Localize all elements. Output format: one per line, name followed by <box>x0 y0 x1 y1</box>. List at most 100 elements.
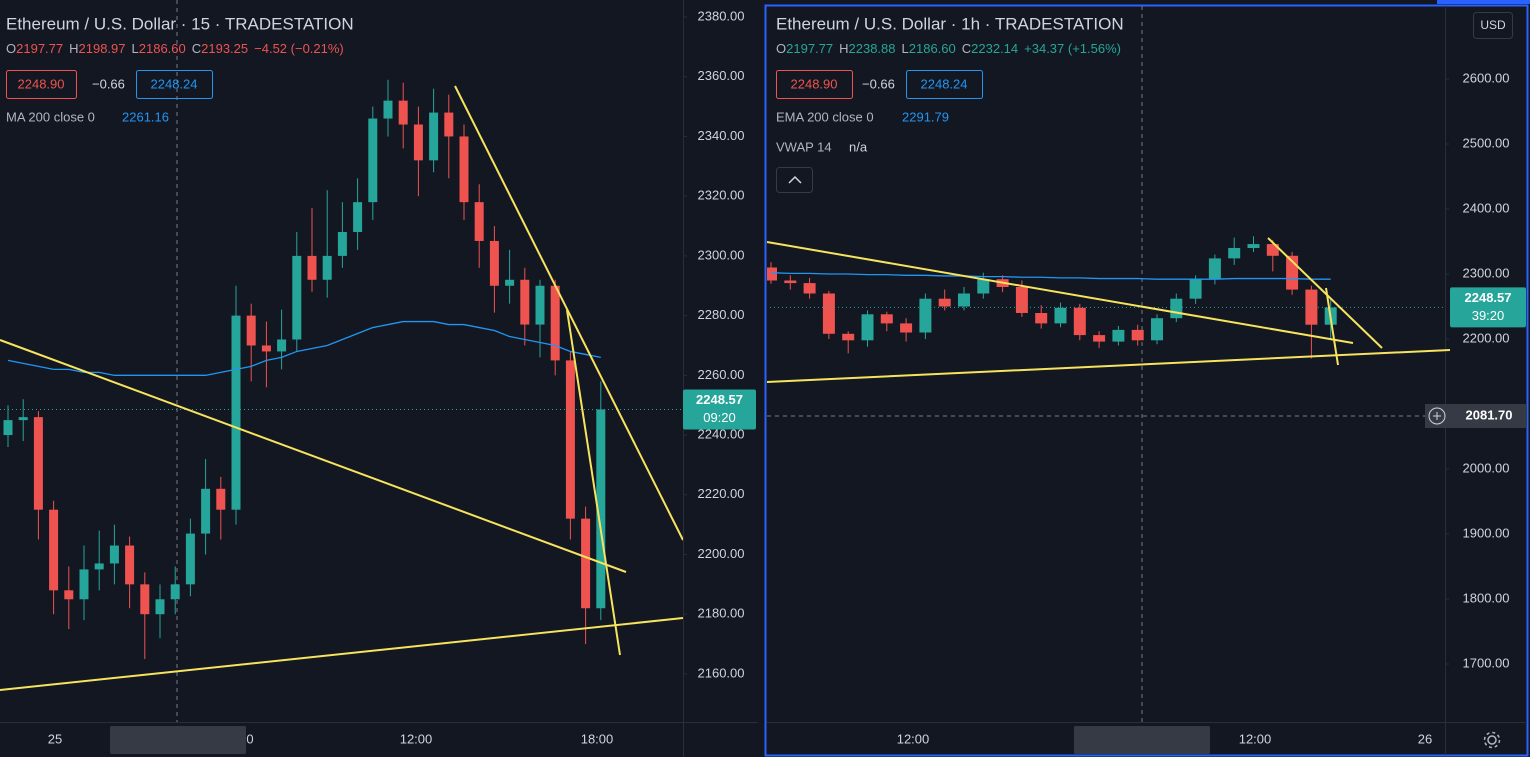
price-badge <box>776 70 853 99</box>
x-tick-label: 12:00 <box>400 731 433 746</box>
candle-body <box>767 267 777 281</box>
y-tick-label: 2360.00 <box>698 68 745 83</box>
ohlc-legend: O2197.77 H2198.97 L2186.60 C2193.25 −4.52 (−… <box>6 41 344 56</box>
candle-body <box>368 118 378 203</box>
ohlc-value: 2186.60 <box>909 41 956 56</box>
y-tick-label: 2240.00 <box>698 426 745 441</box>
y-tick-label: 2500.00 <box>1463 135 1510 150</box>
candle-body <box>550 285 560 361</box>
price-badge <box>6 70 77 99</box>
candle-body <box>292 255 302 340</box>
x-tick-label: 18:00 <box>581 731 614 746</box>
price-badge-label: 2248.90 <box>18 76 65 91</box>
candle-body <box>125 545 135 585</box>
candle-body <box>109 545 119 564</box>
price-badge-label: −0.66 <box>92 76 125 91</box>
last-price-label: 2248.57 <box>696 392 743 407</box>
x-tick-label: 12:00 <box>1239 731 1272 746</box>
candle-body <box>1247 244 1260 248</box>
candle-body <box>474 202 484 241</box>
ohlc-key: H <box>839 41 848 56</box>
candle-body <box>1151 318 1163 341</box>
candle-body <box>1266 244 1279 256</box>
currency-button[interactable] <box>1473 12 1513 39</box>
collapse-button[interactable] <box>776 167 813 193</box>
candle-body <box>1093 335 1106 342</box>
add-button[interactable] <box>1428 407 1446 425</box>
candle-body <box>3 420 13 436</box>
candle-body <box>277 339 287 352</box>
candle-body <box>900 323 913 333</box>
candle-body <box>505 279 515 286</box>
candle-body <box>1015 286 1028 313</box>
candle-body <box>170 584 180 600</box>
y-tick-label: 2280.00 <box>698 307 745 322</box>
change-value: +34.37 (+1.56%) <box>1024 41 1121 56</box>
indicator-name: EMA 200 close 0 <box>776 109 874 124</box>
candle-body <box>784 280 797 284</box>
candle-body <box>216 488 226 510</box>
price-badge <box>136 70 213 99</box>
candle-body <box>1035 312 1048 324</box>
y-tick-label: 1700.00 <box>1463 655 1510 670</box>
chart-title: Ethereum / U.S. Dollar · 1h · TRADESTATI… <box>776 14 1124 33</box>
indicator-name: MA 200 close 0 <box>6 109 95 124</box>
candle-body <box>1228 247 1241 259</box>
candle-body <box>489 240 499 286</box>
ohlc-value: 2198.97 <box>79 41 126 56</box>
ohlc-key: C <box>192 41 201 56</box>
candle-body <box>565 360 575 519</box>
trend-line <box>0 617 683 691</box>
x-tick-label: 26 <box>1418 731 1432 746</box>
candle-body <box>596 409 606 609</box>
price-badge <box>906 70 983 99</box>
candle-body <box>429 112 439 161</box>
candle-body <box>33 417 43 510</box>
candle-body <box>1305 289 1318 325</box>
trend-line <box>766 241 1354 344</box>
ohlc-value: 2193.25 <box>201 41 248 56</box>
candle-body <box>1073 307 1086 336</box>
candle-body <box>140 584 150 615</box>
y-tick-label: 2220.00 <box>698 486 745 501</box>
ohlc-value: 2197.77 <box>16 41 63 56</box>
price-badge-label: 2248.24 <box>921 76 968 91</box>
candle-body <box>337 232 347 256</box>
candle-body <box>1208 258 1221 280</box>
candle-body <box>803 283 816 294</box>
trend-line <box>454 85 683 541</box>
y-tick-label: 2320.00 <box>698 188 745 203</box>
plus-icon <box>1433 412 1441 420</box>
candle-body <box>398 100 408 125</box>
candle-body <box>1189 279 1202 299</box>
ohlc-value: 2197.77 <box>786 41 833 56</box>
y-tick-label: 2260.00 <box>698 367 745 382</box>
settings-icon[interactable] <box>1483 731 1501 749</box>
ohlc-value: 2238.88 <box>849 41 896 56</box>
candle-body <box>958 293 970 307</box>
candle-body <box>459 136 469 203</box>
trend-line <box>566 309 621 656</box>
x-tick-label: 25 <box>48 731 62 746</box>
candle-body <box>185 533 195 585</box>
price-badge-label: 2248.24 <box>151 76 198 91</box>
chevron-icon <box>788 175 802 184</box>
y-tick-label: 2300.00 <box>698 247 745 262</box>
last-price-label: 2248.57 <box>1465 290 1512 305</box>
y-tick-label: 2300.00 <box>1463 265 1510 280</box>
candle-body <box>977 279 990 294</box>
y-tick-label: 2000.00 <box>1463 460 1510 475</box>
trend-lines <box>0 85 1451 691</box>
indicator-name: VWAP 14 <box>776 139 832 154</box>
ohlc-key: L <box>132 41 139 56</box>
top-strip <box>1437 0 1530 4</box>
price-badge-label: −0.66 <box>862 76 895 91</box>
candle-body <box>307 255 317 280</box>
candle-body <box>413 124 423 161</box>
last-price-tag <box>683 389 756 430</box>
candle-body <box>231 315 241 510</box>
y-tick-label: 2160.00 <box>698 665 745 680</box>
trend-line <box>0 339 627 573</box>
candle-body <box>1112 329 1125 342</box>
